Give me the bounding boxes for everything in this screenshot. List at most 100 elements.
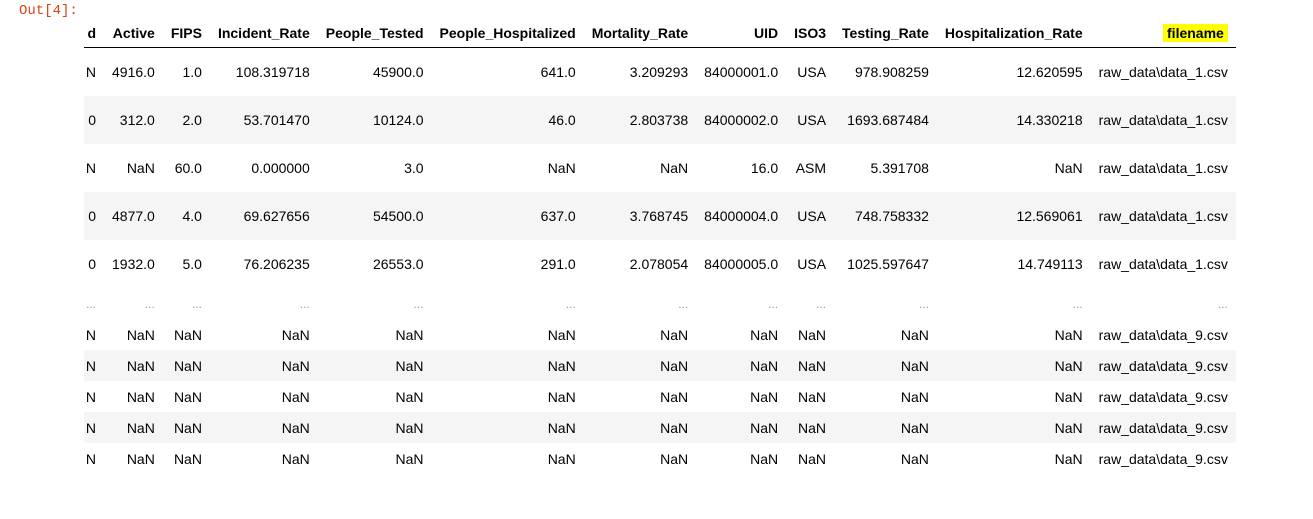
table-cell: raw_data\data_9.csv <box>1090 412 1236 443</box>
table-cell: NaN <box>547 450 576 467</box>
ellipsis-cell: ... <box>1217 296 1228 311</box>
column-header: Testing_Rate <box>834 19 937 48</box>
table-row: N 4916.0 1.0 108.319718 45900.0 641.0 3.209293… <box>84 48 1236 97</box>
table-cell: 14.330218 <box>936 96 1091 144</box>
table-cell: NaN <box>395 388 424 405</box>
table-row: N NaN NaN NaN NaN NaN NaN NaN NaN NaN NaN raw_data\… <box>84 319 1236 350</box>
table-cell: 0.000000 <box>251 160 310 176</box>
column-header: d <box>84 19 104 48</box>
table-cell: 5.391708 <box>870 160 929 176</box>
table-cell: NaN <box>173 450 202 467</box>
table-cell: raw_data\data_1.csv <box>1098 160 1228 176</box>
table-cell: NaN <box>900 450 929 467</box>
table-cell: 4916.0 <box>112 64 155 80</box>
column-header: FIPS <box>162 19 210 48</box>
table-row: N NaN 60.0 0.000000 3.0 NaN NaN 16.0 ASM 5.391708… <box>84 144 1236 192</box>
column-header: Mortality_Rate <box>583 19 697 48</box>
table-cell: NaN <box>281 450 310 467</box>
table-cell: 2.803738 <box>583 96 697 144</box>
table-cell: 0 <box>88 256 96 272</box>
table-cell: raw_data\data_9.csv <box>1098 450 1228 467</box>
table-cell: NaN <box>786 350 835 381</box>
table-cell: NaN <box>281 326 310 343</box>
column-header: People_Tested <box>317 19 432 48</box>
table-cell: NaN <box>696 412 787 443</box>
table-cell: 0 <box>84 96 104 144</box>
table-cell: 60.0 <box>174 160 202 176</box>
table-cell: NaN <box>1054 450 1083 467</box>
table-cell: NaN <box>317 350 432 381</box>
table-cell: 14.749113 <box>1017 256 1083 272</box>
table-cell: 53.701470 <box>209 96 318 144</box>
table-cell: N <box>85 160 96 176</box>
ellipsis-cell: ... <box>191 296 202 311</box>
table-row: N NaN NaN NaN NaN NaN NaN NaN NaN NaN NaN raw_data\… <box>84 412 1236 443</box>
table-cell: N <box>85 326 96 343</box>
table-cell: raw_data\data_1.csv <box>1098 256 1228 272</box>
table-cell: NaN <box>126 160 155 176</box>
table-cell: NaN <box>1054 326 1083 343</box>
table-cell: 1693.687484 <box>834 96 937 144</box>
column-header: Incident_Rate <box>209 19 318 48</box>
table-cell: NaN <box>798 388 827 405</box>
table-cell: raw_data\data_1.csv <box>1090 96 1236 144</box>
table-cell: 12.620595 <box>1016 64 1083 80</box>
table-cell: NaN <box>786 412 835 443</box>
table-cell: NaN <box>696 350 787 381</box>
table-cell: 76.206235 <box>243 256 310 272</box>
ellipsis-cell: ... <box>413 296 424 311</box>
table-cell: USA <box>786 96 835 144</box>
table-cell: 54500.0 <box>317 192 432 240</box>
table-cell: NaN <box>431 350 584 381</box>
table-cell: NaN <box>317 412 432 443</box>
table-cell: N <box>85 388 96 405</box>
ellipsis-cell: ... <box>918 296 929 311</box>
table-cell: 0 <box>84 192 104 240</box>
table-cell: 641.0 <box>540 64 576 80</box>
table-cell: 84000004.0 <box>696 192 787 240</box>
ellipsis-cell: ... <box>85 296 96 311</box>
table-cell: 4877.0 <box>104 192 163 240</box>
table-body: N 4916.0 1.0 108.319718 45900.0 641.0 3.209293… <box>84 48 1236 475</box>
table-cell: NaN <box>750 326 779 343</box>
highlighted-column-header: filename <box>1163 24 1228 42</box>
table-cell: NaN <box>126 450 155 467</box>
ellipsis-cell: ... <box>816 296 827 311</box>
column-header: UID <box>696 19 787 48</box>
table-cell: NaN <box>660 326 689 343</box>
table-cell: NaN <box>281 388 310 405</box>
table-cell: NaN <box>547 388 576 405</box>
table-cell: NaN <box>834 350 937 381</box>
table-cell: 748.758332 <box>834 192 937 240</box>
table-cell: NaN <box>750 388 779 405</box>
table-cell: 46.0 <box>431 96 584 144</box>
table-cell: raw_data\data_9.csv <box>1098 326 1228 343</box>
dataframe-scroll: d Active FIPS Incident_Rate People_Tested Peo… <box>84 19 1236 474</box>
table-row: N NaN NaN NaN NaN NaN NaN NaN NaN NaN NaN raw_data\… <box>84 350 1236 381</box>
ellipsis-cell: ... <box>678 296 689 311</box>
ellipsis-cell: ... <box>144 296 155 311</box>
table-cell: N <box>84 350 104 381</box>
ellipsis-cell: ... <box>1072 296 1083 311</box>
table-cell: raw_data\data_9.csv <box>1090 350 1236 381</box>
table-cell: N <box>84 412 104 443</box>
table-cell: NaN <box>395 450 424 467</box>
table-cell: 4.0 <box>162 192 210 240</box>
table-cell: NaN <box>162 412 210 443</box>
ellipsis-cell: ... <box>565 296 576 311</box>
table-cell: 1.0 <box>182 64 202 80</box>
table-cell: NaN <box>104 350 163 381</box>
table-cell: 3.0 <box>404 160 424 176</box>
output-prompt: Out[4]: <box>19 3 78 19</box>
table-cell: NaN <box>209 350 318 381</box>
table-cell: NaN <box>126 326 155 343</box>
table-cell: 5.0 <box>182 256 202 272</box>
table-cell: NaN <box>395 326 424 343</box>
dataframe-table: d Active FIPS Incident_Rate People_Tested Peo… <box>84 19 1236 474</box>
column-header: People_Hospitalized <box>431 19 584 48</box>
table-cell: 16.0 <box>750 160 779 176</box>
table-cell: USA <box>786 192 835 240</box>
table-row: N NaN NaN NaN NaN NaN NaN NaN NaN NaN NaN raw_data\… <box>84 443 1236 474</box>
table-cell: 1932.0 <box>112 256 155 272</box>
table-cell: 3.768745 <box>583 192 697 240</box>
